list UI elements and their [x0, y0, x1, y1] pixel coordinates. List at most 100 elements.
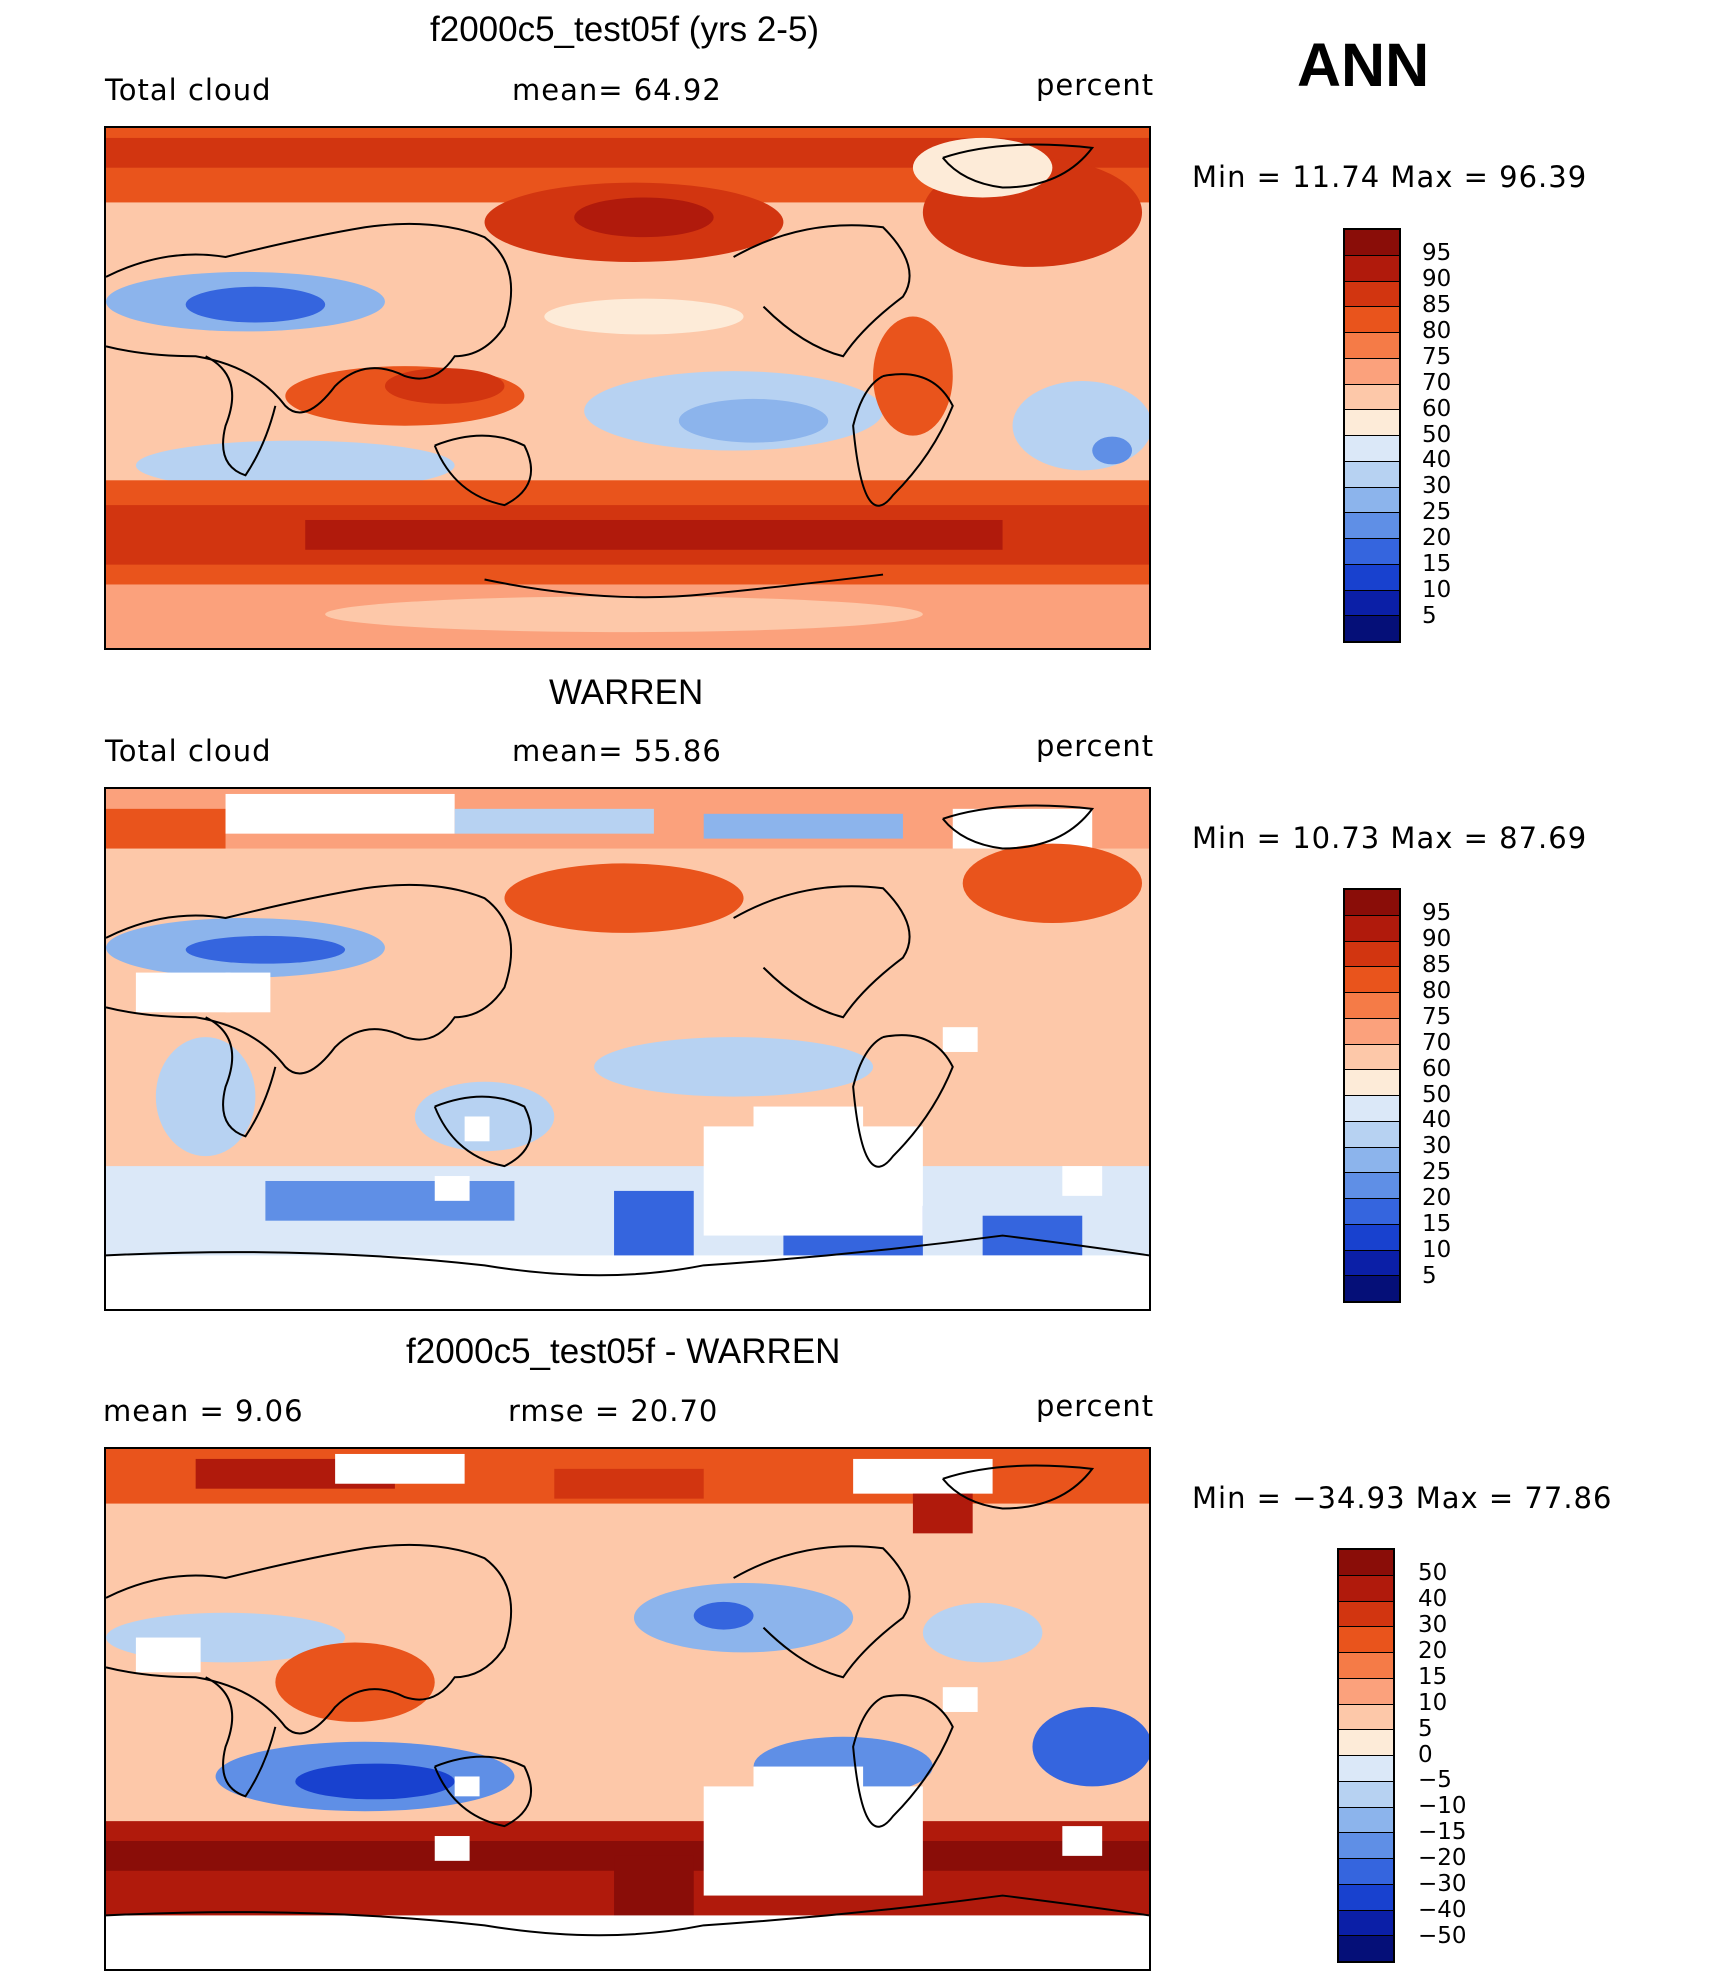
rmse-label: rmse = 20.70: [508, 1394, 719, 1428]
colorbar-swatch: [1339, 1575, 1393, 1602]
colorbar-swatch: [1339, 1601, 1393, 1628]
colorbar-tick-label: 40: [1422, 1107, 1452, 1134]
colorbar-tick-label: 30: [1422, 1133, 1452, 1160]
colorbar: [1337, 1548, 1395, 1963]
colorbar-tick-label: 10: [1422, 577, 1452, 604]
colorbar-swatch: [1339, 1756, 1393, 1782]
colorbar-swatch: [1345, 1070, 1399, 1096]
colorbar-tick-label: −10: [1418, 1793, 1467, 1820]
colorbar-swatch: [1345, 616, 1399, 641]
minmax-label: Min = −34.93 Max = 77.86: [1192, 1481, 1613, 1515]
colorbar: [1343, 888, 1401, 1303]
colorbar-swatch: [1339, 1730, 1393, 1756]
colorbar-tick-label: −15: [1418, 1819, 1467, 1846]
colorbar-swatch: [1345, 1096, 1399, 1122]
colorbar-swatch: [1345, 1224, 1399, 1251]
colorbar-tick-label: 20: [1422, 525, 1452, 552]
colorbar-swatch: [1339, 1910, 1393, 1937]
colorbar-swatch: [1345, 993, 1399, 1019]
colorbar-tick-label: 85: [1422, 951, 1452, 978]
colorbar-swatch: [1345, 487, 1399, 514]
colorbar-swatch: [1345, 1121, 1399, 1148]
panel-title: f2000c5_test05f (yrs 2-5): [430, 10, 820, 49]
colorbar-swatch: [1345, 967, 1399, 993]
colorbar-swatch: [1345, 333, 1399, 359]
colorbar-tick-label: 10: [1418, 1689, 1448, 1716]
colorbar-tick-label: 75: [1422, 1003, 1452, 1030]
colorbar-swatch: [1345, 307, 1399, 333]
colorbar-tick-label: 15: [1422, 551, 1452, 578]
minmax-label: Min = 11.74 Max = 96.39: [1192, 160, 1588, 194]
colorbar-swatch: [1345, 890, 1399, 916]
variable-label: Total cloud: [105, 73, 272, 107]
colorbar-tick-label: −5: [1418, 1767, 1452, 1794]
panel-title: f2000c5_test05f - WARREN: [406, 1332, 841, 1371]
colorbar-tick-label: 0: [1418, 1741, 1433, 1768]
mean-label: mean = 9.06: [103, 1394, 304, 1428]
colorbar-tick-label: 60: [1422, 1055, 1452, 1082]
colorbar-tick-label: 75: [1422, 343, 1452, 370]
colorbar-swatch: [1345, 1199, 1399, 1225]
colorbar-tick-label: 40: [1418, 1585, 1448, 1612]
colorbar-tick-label: 95: [1422, 899, 1452, 926]
panel-title: WARREN: [549, 673, 704, 712]
colorbar-swatch: [1345, 281, 1399, 308]
colorbar-swatch: [1345, 539, 1399, 565]
colorbar-tick-label: 50: [1418, 1559, 1448, 1586]
colorbar-tick-label: 40: [1422, 447, 1452, 474]
model-cloud-map: [104, 126, 1151, 650]
colorbar-tick-label: 5: [1422, 603, 1437, 630]
colorbar-tick-label: 50: [1422, 1081, 1452, 1108]
minmax-label: Min = 10.73 Max = 87.69: [1192, 821, 1588, 855]
colorbar-tick-label: 5: [1422, 1263, 1437, 1290]
units-label: percent: [1036, 729, 1155, 763]
colorbar-swatch: [1345, 358, 1399, 385]
colorbar-swatch: [1339, 1653, 1393, 1679]
colorbar-tick-label: 20: [1418, 1637, 1448, 1664]
colorbar-tick-label: 20: [1422, 1185, 1452, 1212]
colorbar-swatch: [1345, 1044, 1399, 1071]
colorbar-swatch: [1339, 1627, 1393, 1653]
colorbar-swatch: [1345, 1250, 1399, 1277]
colorbar-swatch: [1345, 230, 1399, 256]
colorbar-tick-label: 60: [1422, 395, 1452, 422]
colorbar-tick-label: 30: [1422, 473, 1452, 500]
colorbar-tick-label: 15: [1418, 1663, 1448, 1690]
colorbar-tick-label: 70: [1422, 369, 1452, 396]
mean-label: mean= 55.86: [512, 734, 722, 768]
colorbar-tick-label: 30: [1418, 1611, 1448, 1638]
colorbar-swatch: [1345, 941, 1399, 968]
colorbar-swatch: [1345, 384, 1399, 411]
variable-label: Total cloud: [105, 734, 272, 768]
units-label: percent: [1036, 68, 1155, 102]
colorbar-tick-label: 70: [1422, 1029, 1452, 1056]
units-label: percent: [1036, 1389, 1155, 1423]
colorbar-tick-label: 5: [1418, 1715, 1433, 1742]
colorbar-swatch: [1345, 1173, 1399, 1199]
mean-label: mean= 64.92: [512, 73, 722, 107]
colorbar-tick-label: 95: [1422, 239, 1452, 266]
difference-map: [104, 1447, 1151, 1971]
colorbar-tick-label: −30: [1418, 1871, 1467, 1898]
colorbar-swatch: [1345, 461, 1399, 488]
colorbar-tick-label: 80: [1422, 977, 1452, 1004]
colorbar-tick-label: 50: [1422, 421, 1452, 448]
colorbar-swatch: [1345, 436, 1399, 462]
colorbar-tick-label: 10: [1422, 1237, 1452, 1264]
colorbar-tick-label: −50: [1418, 1923, 1467, 1950]
colorbar-tick-label: 85: [1422, 291, 1452, 318]
colorbar-swatch: [1339, 1936, 1393, 1961]
colorbar-tick-label: 80: [1422, 317, 1452, 344]
colorbar-tick-label: −20: [1418, 1845, 1467, 1872]
colorbar-tick-label: 90: [1422, 925, 1452, 952]
colorbar-swatch: [1345, 564, 1399, 591]
colorbar-tick-label: 25: [1422, 499, 1452, 526]
colorbar-swatch: [1345, 410, 1399, 436]
colorbar-tick-label: 15: [1422, 1211, 1452, 1238]
colorbar: [1343, 228, 1401, 643]
colorbar-swatch: [1345, 915, 1399, 942]
colorbar-tick-label: 25: [1422, 1159, 1452, 1186]
colorbar-tick-label: −40: [1418, 1897, 1467, 1924]
observed-cloud-map: [104, 787, 1151, 1311]
colorbar-swatch: [1345, 255, 1399, 282]
